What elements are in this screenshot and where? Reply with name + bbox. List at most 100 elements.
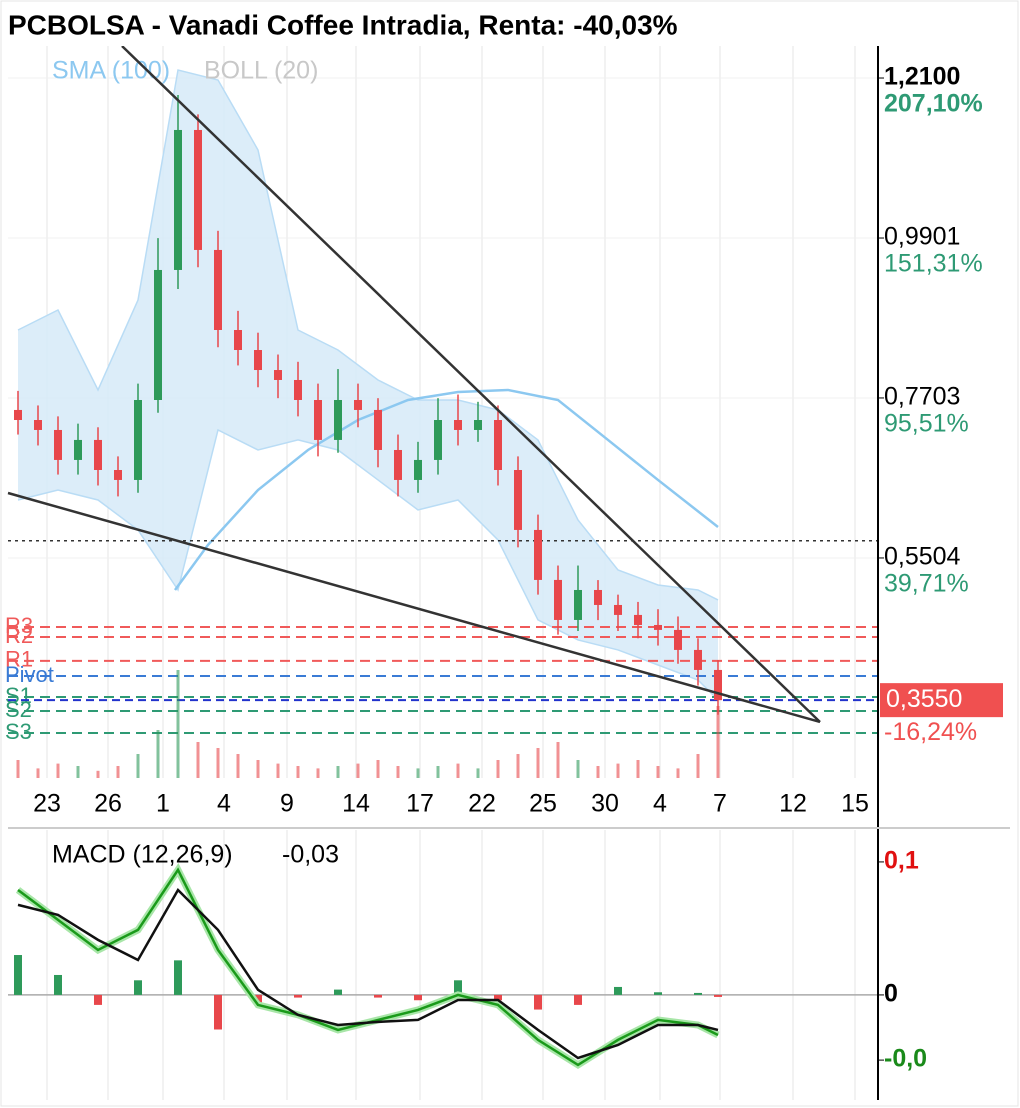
- volume-bar: [196, 742, 200, 778]
- candle-body: [254, 350, 262, 371]
- x-tick-label: 22: [468, 790, 496, 818]
- histogram-bar: [654, 992, 662, 995]
- volume-bar: [156, 730, 160, 778]
- candle-body: [634, 614, 642, 625]
- candle-body: [314, 399, 322, 440]
- volume-bar: [476, 768, 480, 778]
- volume-bar: [96, 770, 100, 778]
- candle-body: [194, 129, 202, 250]
- candle-body: [34, 420, 42, 430]
- x-tick-label: 15: [841, 790, 869, 818]
- candle-body: [674, 629, 682, 650]
- pivot-label: S1: [5, 683, 32, 708]
- volume-bar: [276, 763, 280, 778]
- volume-bar: [316, 768, 320, 778]
- volume-bar: [356, 763, 360, 778]
- pivot-label: R1: [5, 647, 33, 672]
- histogram-bar: [134, 980, 142, 995]
- candle-body: [494, 420, 502, 470]
- histogram-bar: [454, 980, 462, 995]
- volume-bar: [216, 748, 220, 778]
- candle-body: [134, 399, 142, 480]
- volume-bar: [256, 760, 260, 778]
- x-tick-label: 12: [779, 790, 807, 818]
- y2-tick-label: 207,10%: [884, 90, 983, 118]
- title-background: [4, 6, 754, 46]
- volume-bar: [176, 670, 180, 778]
- chart-title: PCBOLSA - Vanadi Coffee Intradia, Renta:…: [8, 9, 678, 40]
- x-tick-label: 9: [280, 790, 294, 818]
- histogram-bar: [294, 994, 302, 998]
- volume-bar: [116, 766, 120, 778]
- candle-body: [434, 420, 442, 460]
- candle-body: [514, 469, 522, 530]
- candle-body: [334, 399, 342, 440]
- volume-bar: [716, 706, 720, 778]
- volume-bar: [396, 766, 400, 778]
- candle-body: [234, 329, 242, 351]
- volume-bar: [236, 754, 240, 778]
- x-tick-label: 25: [529, 790, 557, 818]
- histogram-bar: [174, 960, 182, 995]
- y-tick-label: 0,1: [884, 847, 919, 875]
- bollinger-upper: [17, 69, 719, 601]
- candle-body: [294, 379, 302, 400]
- histogram-bar: [494, 994, 502, 1001]
- last-price-change: -16,24%: [884, 718, 977, 746]
- candle-body: [214, 249, 222, 330]
- volume-bar: [416, 768, 420, 778]
- candle-body: [534, 529, 542, 580]
- candle-body: [94, 439, 102, 470]
- y-tick-label: 0,7703: [884, 383, 960, 411]
- histogram-bar: [714, 994, 722, 997]
- candle-body: [654, 624, 662, 630]
- candle-body: [394, 449, 402, 480]
- macd-title: MACD (12,26,9): [52, 841, 233, 869]
- candle-body: [614, 604, 622, 615]
- histogram-bar: [14, 955, 22, 995]
- candle-body: [374, 409, 382, 450]
- candle-body: [594, 589, 602, 605]
- legend-entry: SMA (100): [52, 57, 170, 85]
- candle-body: [694, 649, 702, 670]
- y-tick-label: 0,5504: [884, 543, 961, 571]
- x-tick-label: 23: [33, 790, 61, 818]
- candle-body: [74, 439, 82, 460]
- candle-body: [54, 429, 62, 460]
- histogram-bar: [54, 974, 62, 995]
- bollinger-band-fill: [18, 70, 718, 700]
- volume-bar: [536, 748, 540, 778]
- histogram-bar: [534, 994, 542, 1010]
- x-tick-label: 4: [217, 790, 231, 818]
- volume-bar: [696, 754, 700, 778]
- y-tick-label: -0,0: [884, 1045, 927, 1073]
- plot-area: 23 26 1 4 9 14 17 22 25 30 4 7 12 151,21000,99010,770…: [5, 45, 1003, 1100]
- pivot-label: R2: [5, 623, 33, 648]
- volume-bar: [556, 742, 560, 778]
- histogram-bar: [374, 994, 382, 998]
- volume-bar: [676, 768, 680, 778]
- pivot-label: Pivot: [5, 662, 54, 687]
- trendline: [121, 45, 821, 723]
- volume-bar: [336, 766, 340, 778]
- volume-bar: [456, 763, 460, 778]
- histogram-bar: [214, 994, 222, 1030]
- legend-entry: BOLL (20): [204, 57, 318, 85]
- candle-body: [714, 669, 722, 701]
- candle-body: [154, 269, 162, 400]
- x-tick-label: 4: [653, 790, 667, 818]
- x-tick-label: 30: [591, 790, 619, 818]
- volume-bar: [496, 760, 500, 778]
- volume-bar: [616, 763, 620, 778]
- x-tick-label: 7: [713, 790, 727, 818]
- macd-current: -0,03: [282, 841, 339, 869]
- x-tick-label: 14: [342, 790, 370, 818]
- volume-bar: [376, 760, 380, 778]
- histogram-bar: [414, 994, 422, 1001]
- volume-bar: [296, 766, 300, 778]
- x-tick-label: 26: [94, 790, 122, 818]
- histogram-bar: [694, 992, 702, 995]
- y-tick-label: 0: [884, 980, 898, 1008]
